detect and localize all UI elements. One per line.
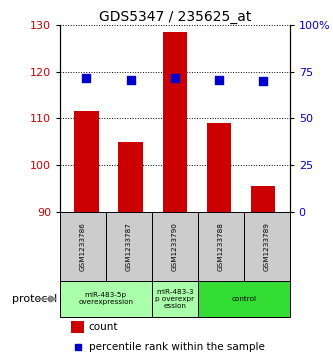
Point [84,76,89,81]
Bar [60,212,106,281]
Bar [207,123,231,212]
Point [75,344,80,350]
Point [216,77,222,83]
Bar [71,321,84,333]
Bar [60,281,152,317]
Point [260,78,266,84]
Text: percentile rank within the sample: percentile rank within the sample [89,342,264,352]
Bar [244,212,290,281]
Text: count: count [89,322,118,332]
Text: protocol: protocol [12,294,58,304]
Bar [119,142,143,212]
Text: GSM1233789: GSM1233789 [264,222,270,271]
Point [172,76,177,81]
Text: GSM1233786: GSM1233786 [80,222,86,271]
Bar [198,212,244,281]
Text: GSM1233790: GSM1233790 [172,222,178,271]
Title: GDS5347 / 235625_at: GDS5347 / 235625_at [99,11,251,24]
Bar [152,281,198,317]
Text: miR-483-5p
overexpression: miR-483-5p overexpression [78,293,134,306]
Point [128,77,133,83]
Bar [106,212,152,281]
Text: miR-483-3
p overexpr
ession: miR-483-3 p overexpr ession [155,289,194,309]
Bar [74,111,99,212]
Bar [251,186,275,212]
Bar [152,212,198,281]
Bar [163,32,187,212]
Bar [198,281,290,317]
Text: GSM1233788: GSM1233788 [218,222,224,271]
Text: control: control [231,296,256,302]
Text: GSM1233787: GSM1233787 [126,222,132,271]
